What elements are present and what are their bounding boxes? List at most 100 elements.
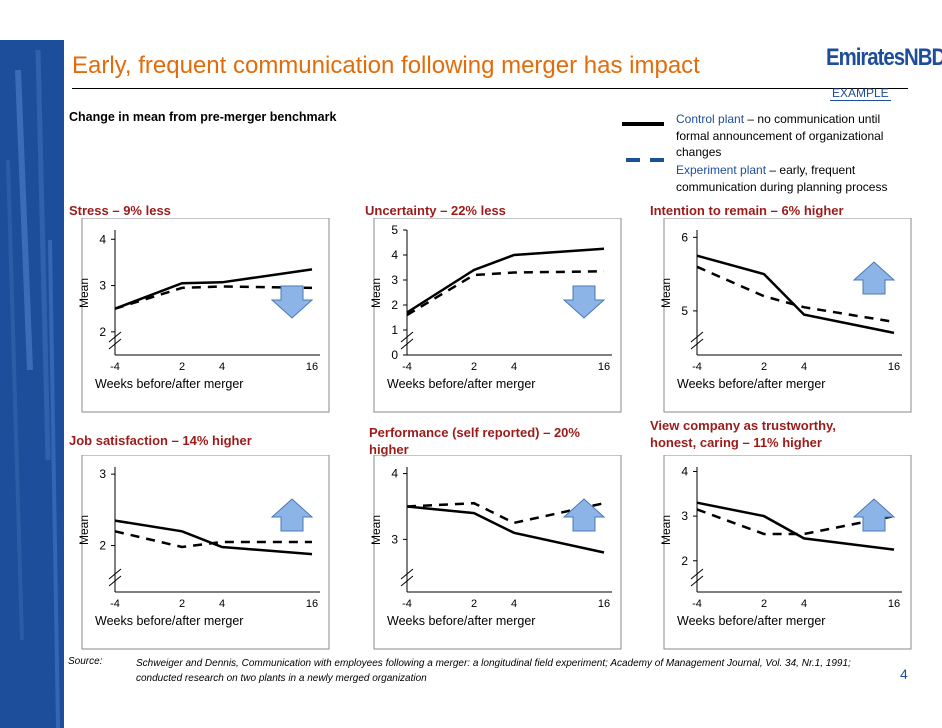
- axis-break-icon: [690, 568, 704, 587]
- plot-frame: [81, 218, 330, 413]
- x-tick-label: 2: [471, 598, 477, 610]
- arrow-up-icon: [270, 498, 314, 532]
- arrow-up-icon: [852, 498, 896, 532]
- x-axis-label: Weeks before/after merger: [677, 614, 825, 628]
- chart-stress: 2 3 4 Mean -4 2 4 16 Weeks before/after merger: [77, 218, 330, 413]
- x-tick-label: 4: [801, 361, 807, 373]
- x-tick-label: -4: [692, 598, 702, 610]
- y-tick-label: 5: [391, 223, 398, 237]
- x-tick-label: 16: [888, 361, 900, 373]
- x-axis-label: Weeks before/after merger: [677, 377, 825, 391]
- x-tick-label: 16: [306, 361, 318, 373]
- y-tick-label: 0: [391, 348, 398, 362]
- chart-title-uncertainty: Uncertainty – 22% less: [365, 203, 506, 218]
- arrow-up-icon: [562, 498, 606, 532]
- x-tick-label: 4: [511, 361, 517, 373]
- x-tick-label: 4: [219, 361, 225, 373]
- y-tick-label: 3: [99, 279, 106, 293]
- chart-panel-uncertainty: 0 1 2 3 4 5 Mean -4 2 4 16 Weeks before/after merge…: [362, 218, 622, 413]
- plot-frame: [663, 455, 912, 650]
- y-axis-label: Mean: [77, 515, 91, 545]
- plot-frame: [373, 218, 622, 413]
- series-line-control: [114, 519, 313, 556]
- chart-performance: 3 4 Mean -4 2 4 16 Weeks before/after merger: [369, 455, 622, 650]
- axis-break-icon: [400, 331, 414, 350]
- y-tick-label: 4: [681, 464, 688, 478]
- arrow-down-icon: [270, 285, 314, 319]
- chart-title-stress: Stress – 9% less: [69, 203, 171, 218]
- legend-experiment: Experiment plant – early, frequent commu…: [676, 162, 916, 195]
- series-line-control: [696, 254, 895, 335]
- chart-panel-intention: 5 6 Mean -4 2 4 16 Weeks before/after merger: [652, 218, 912, 413]
- chart-title-performance: Performance (self reported) – 20% higher: [369, 425, 580, 457]
- y-axis-label: Mean: [77, 278, 91, 308]
- series-line-experiment: [696, 508, 895, 536]
- y-tick-label: 5: [681, 304, 688, 318]
- axis-break-icon: [400, 568, 414, 587]
- series-line-experiment: [114, 285, 313, 310]
- x-axis-label: Weeks before/after merger: [387, 377, 535, 391]
- legend-control-name: Control plant: [676, 112, 745, 126]
- series-line-control: [406, 505, 605, 554]
- chart-trustworthy: 2 3 4 Mean -4 2 4 16 Weeks before/after merger: [659, 455, 912, 650]
- chart-title-job-satisfaction: Job satisfaction – 14% higher: [69, 433, 252, 448]
- chart-title-trustworthy: View company as trustworthy, honest, car…: [650, 418, 836, 450]
- y-tick-label: 1: [391, 323, 398, 337]
- series-line-experiment: [114, 530, 312, 549]
- y-tick-label: 3: [391, 532, 398, 546]
- series-line-control: [696, 501, 895, 551]
- chart-panel-performance: 3 4 Mean -4 2 4 16 Weeks before/after merger: [362, 455, 622, 650]
- y-tick-label: 6: [681, 230, 688, 244]
- legend-control-desc: – no communication until formal announce…: [676, 112, 884, 159]
- series-line-experiment: [406, 270, 605, 317]
- y-tick-label: 2: [99, 539, 106, 553]
- legend-experiment-desc: – early, frequent communication during p…: [676, 163, 888, 194]
- axis-break-icon: [690, 331, 704, 350]
- x-tick-label: -4: [692, 361, 702, 373]
- plot-frame: [663, 218, 912, 413]
- y-tick-label: 3: [391, 273, 398, 287]
- chart-panel-trustworthy: 2 3 4 Mean -4 2 4 16 Weeks before/after merger: [652, 455, 912, 650]
- axis-break-icon: [108, 568, 122, 587]
- x-axis-label: Weeks before/after merger: [95, 614, 243, 628]
- y-tick-label: 2: [99, 325, 106, 339]
- page-subtitle: Change in mean from pre-merger benchmark: [69, 110, 337, 124]
- source-label: Source:: [68, 656, 103, 667]
- chart-job-satisfaction: 2 3 Mean -4 2 4 16 Weeks before/after merger: [77, 455, 330, 650]
- brand-logo: EmiratesNBD: [826, 44, 942, 71]
- series-line-experiment: [406, 501, 605, 525]
- y-axis-label: Mean: [369, 278, 383, 308]
- series-line-control: [114, 268, 313, 310]
- plot-frame: [81, 455, 330, 650]
- page-number: 4: [900, 666, 908, 682]
- x-tick-label: -4: [402, 598, 412, 610]
- source-citation: Schweiger and Dennis, Communication with…: [136, 658, 851, 684]
- header-divider: [72, 88, 908, 89]
- y-axis-label: Mean: [369, 515, 383, 545]
- x-axis-label: Weeks before/after merger: [387, 614, 535, 628]
- axis-break-icon: [108, 331, 122, 350]
- decorative-stripes: [6, 49, 60, 728]
- example-tag: EXAMPLE: [830, 86, 891, 101]
- legend-experiment-name: Experiment plant: [676, 163, 767, 177]
- x-tick-label: 2: [761, 361, 767, 373]
- chart-title-intention: Intention to remain – 6% higher: [650, 203, 844, 218]
- series-line-control: [406, 247, 605, 314]
- y-tick-label: 4: [99, 232, 106, 246]
- x-tick-label: 16: [306, 598, 318, 610]
- x-tick-label: 2: [179, 598, 185, 610]
- x-tick-label: 2: [761, 598, 767, 610]
- chart-panel-job-satisfaction: 2 3 Mean -4 2 4 16 Weeks before/after merger: [70, 455, 330, 650]
- y-axis-label: Mean: [659, 515, 673, 545]
- y-tick-label: 2: [391, 298, 398, 312]
- y-tick-label: 2: [681, 554, 688, 568]
- x-tick-label: -4: [110, 598, 120, 610]
- y-tick-label: 3: [681, 509, 688, 523]
- x-tick-label: 4: [219, 598, 225, 610]
- x-axis-label: Weeks before/after merger: [95, 377, 243, 391]
- chart-uncertainty: 0 1 2 3 4 5 Mean -4 2 4 16 Weeks before/after merge…: [369, 218, 622, 413]
- series-line-experiment: [696, 265, 895, 324]
- x-tick-label: 4: [801, 598, 807, 610]
- x-tick-label: 16: [598, 598, 610, 610]
- page-title: Early, frequent communication following …: [72, 52, 700, 79]
